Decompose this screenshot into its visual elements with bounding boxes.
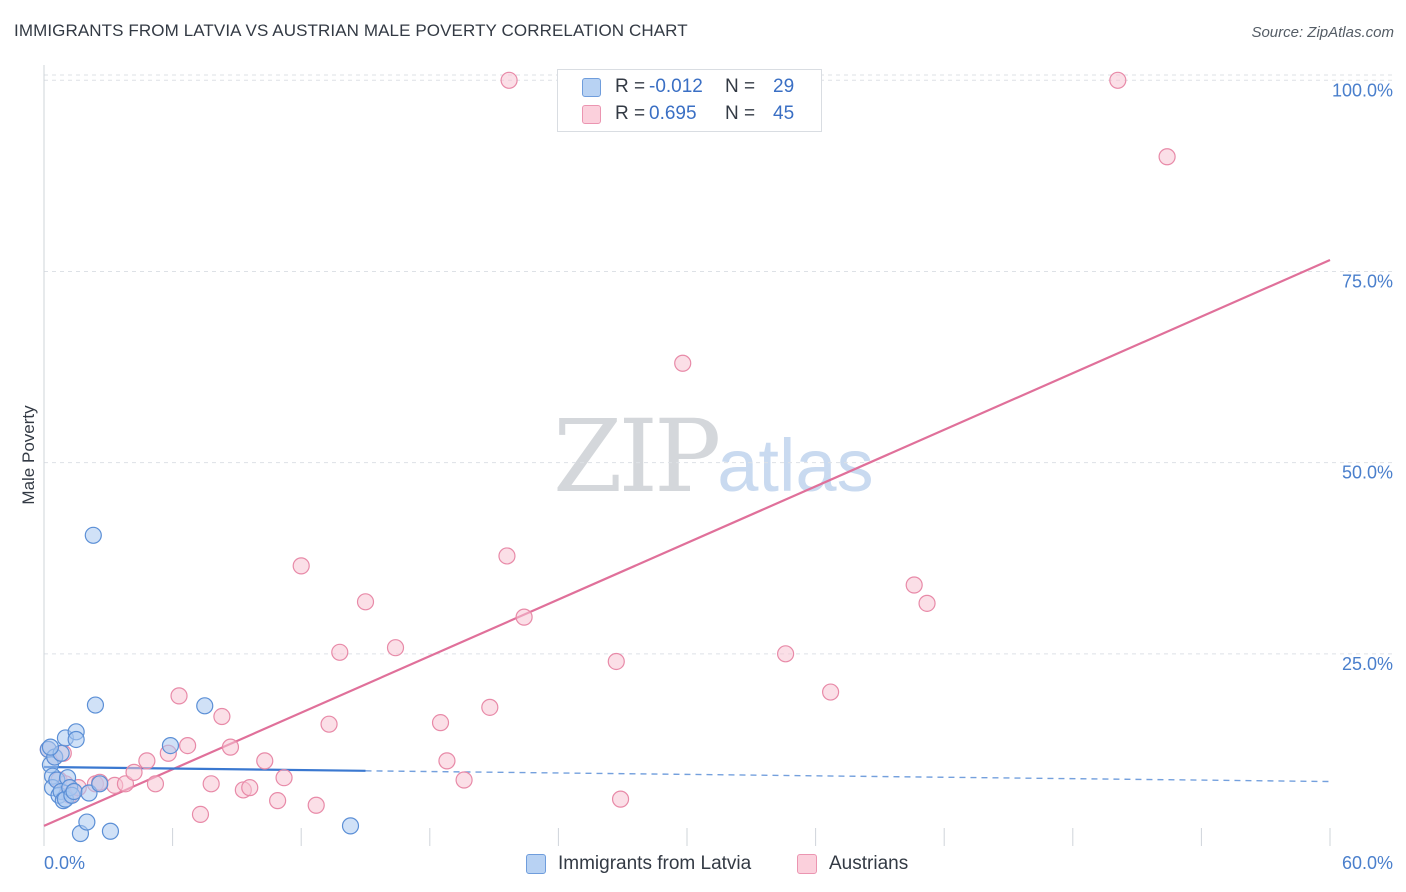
y-tick-label: 75.0%	[1342, 271, 1393, 291]
point-latvia	[84, 526, 102, 544]
legend-row-latvia: R = -0.012 N = 29	[582, 74, 794, 100]
trendline-latvia	[43, 765, 366, 772]
y-tick-label: 50.0%	[1342, 463, 1393, 483]
point-austrians	[822, 683, 840, 701]
legend-n-value: 29	[773, 76, 795, 97]
point-latvia	[65, 782, 83, 801]
legend-swatch-austrians	[797, 854, 817, 874]
legend-label-latvia: Immigrants from Latvia	[558, 853, 752, 874]
grid-layer	[44, 74, 1396, 655]
chart-title: IMMIGRANTS FROM LATVIA VS AUSTRIAN MALE …	[14, 21, 688, 40]
point-austrians	[431, 714, 450, 732]
trendline-latvia-extension	[365, 770, 1331, 783]
points-layer	[39, 71, 1176, 843]
point-austrians	[1158, 148, 1176, 166]
point-austrians	[191, 805, 210, 824]
point-austrians	[116, 775, 135, 793]
point-austrians	[213, 707, 231, 726]
trendline-austrians	[43, 258, 1331, 827]
y-tick-label: 25.0%	[1342, 654, 1393, 674]
point-austrians	[674, 354, 692, 372]
trend-layer	[43, 258, 1331, 827]
x-tick-label-max: 60.0%	[1342, 853, 1393, 873]
point-austrians	[256, 752, 274, 770]
point-latvia	[41, 738, 60, 756]
point-austrians	[331, 643, 349, 661]
point-austrians	[275, 769, 293, 787]
legend-row-austrians: R = 0.695 N = 45	[582, 101, 794, 127]
point-austrians	[146, 775, 165, 793]
point-latvia	[101, 822, 120, 840]
point-austrians	[776, 645, 795, 663]
point-austrians	[515, 608, 533, 626]
y-tick-label: 100.0%	[1332, 80, 1393, 100]
axis-layer	[43, 65, 1331, 846]
point-austrians	[241, 779, 259, 797]
legend-n-label: N =	[725, 103, 756, 124]
point-latvia	[67, 730, 85, 749]
point-austrians	[607, 652, 625, 671]
y-axis-title: Male Poverty	[19, 405, 38, 505]
x-tick-label-min: 0.0%	[44, 853, 85, 873]
legend-swatch-austrians	[582, 104, 601, 124]
legend-r-label: R =	[615, 103, 646, 124]
bottom-legend-latvia[interactable]: Immigrants from Latvia	[526, 851, 751, 877]
point-austrians	[320, 715, 338, 733]
point-latvia	[86, 696, 105, 714]
point-austrians	[905, 576, 923, 594]
point-austrians	[170, 687, 188, 705]
watermark: ZIPatlas	[553, 398, 874, 515]
point-austrians	[500, 71, 518, 89]
point-austrians	[221, 738, 240, 756]
point-latvia	[196, 697, 214, 715]
point-austrians	[202, 775, 220, 793]
legend-r-value: 0.695	[649, 103, 697, 124]
legend-swatch-latvia	[526, 854, 546, 874]
source-credit: Source: ZipAtlas.com	[1251, 24, 1394, 41]
point-austrians	[125, 763, 143, 781]
point-austrians	[438, 752, 456, 770]
point-latvia	[161, 736, 180, 755]
point-austrians	[179, 736, 197, 755]
point-austrians	[481, 698, 499, 716]
legend-r-value: -0.012	[649, 76, 703, 97]
point-austrians	[356, 593, 375, 611]
legend-swatch-latvia	[582, 77, 601, 97]
point-austrians	[269, 792, 287, 810]
point-austrians	[386, 639, 405, 657]
point-austrians	[455, 771, 473, 789]
label-layer: 25.0% 50.0% 75.0% 100.0% 0.0% 60.0% Male Pover…	[19, 80, 1393, 873]
legend-n-label: N =	[725, 76, 756, 97]
watermark-zip: ZIP	[553, 398, 721, 515]
point-latvia	[341, 817, 360, 835]
legend-r-label: R =	[615, 76, 646, 97]
point-austrians	[307, 796, 325, 814]
point-latvia	[78, 813, 96, 831]
watermark-atlas: atlas	[717, 424, 874, 507]
point-austrians	[292, 557, 310, 575]
point-austrians	[611, 790, 630, 808]
point-austrians	[138, 752, 156, 770]
legend-n-value: 45	[773, 103, 795, 124]
legend-label-austrians: Austrians	[829, 853, 909, 874]
correlation-legend: R = -0.012 N = 29 R = 0.695 N = 45	[557, 69, 822, 132]
point-austrians	[498, 547, 516, 565]
point-austrians	[1109, 71, 1127, 89]
bottom-legend-austrians[interactable]: Austrians	[797, 851, 908, 877]
point-latvia	[91, 775, 109, 793]
point-austrians	[918, 594, 936, 612]
